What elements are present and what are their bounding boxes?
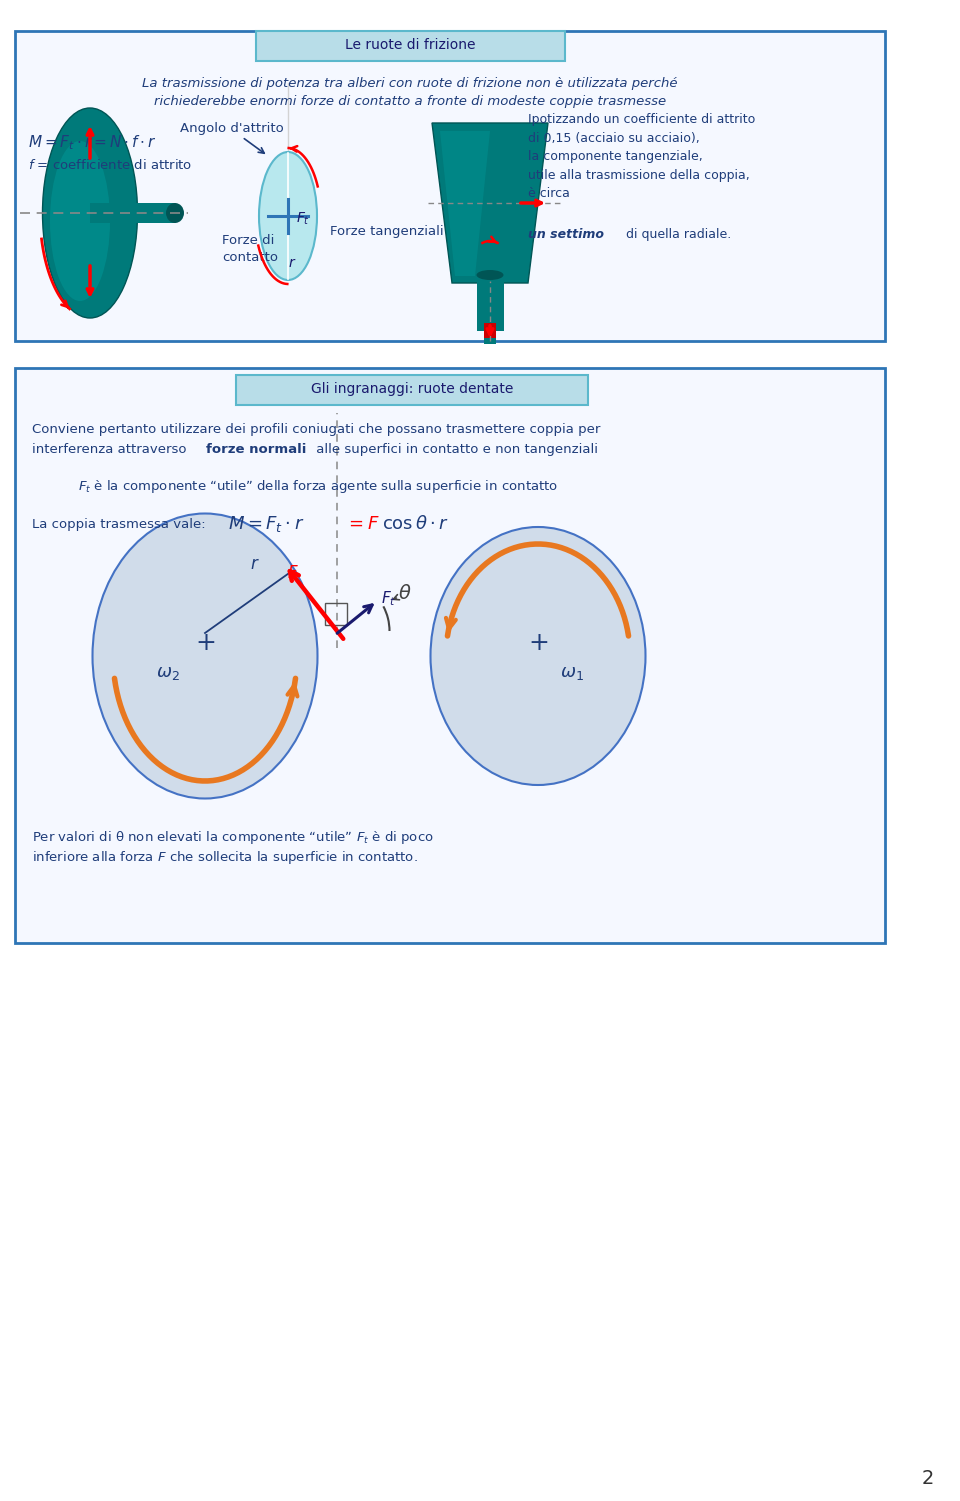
Bar [484,323,496,338]
Bar [325,603,347,624]
FancyBboxPatch shape [256,32,565,62]
Text: $+$: $+$ [195,630,215,654]
Ellipse shape [430,527,645,785]
Bar [477,276,504,332]
Ellipse shape [92,513,318,799]
Text: $F_t$: $F_t$ [296,210,310,227]
Text: $\omega_2$: $\omega_2$ [156,663,180,681]
Text: La trasmissione di potenza tra alberi con ruote di frizione non è utilizzata per: La trasmissione di potenza tra alberi co… [142,77,678,90]
Polygon shape [432,123,548,284]
Text: Forze di
contatto: Forze di contatto [222,234,278,264]
Text: Forze tangenziali: Forze tangenziali [330,225,444,237]
Text: Per valori di θ non elevati la componente “utile” $F_t$ è di poco: Per valori di θ non elevati la component… [32,829,434,845]
Ellipse shape [50,141,110,302]
Ellipse shape [476,270,503,281]
Text: inferiore alla forza $F$ che sollecita la superficie in contatto.: inferiore alla forza $F$ che sollecita l… [32,848,418,866]
FancyBboxPatch shape [15,32,885,341]
Text: Le ruote di frizione: Le ruote di frizione [345,38,475,53]
Ellipse shape [259,152,317,281]
Text: $F$: $F$ [287,564,299,582]
Ellipse shape [42,108,137,318]
Text: $\theta$: $\theta$ [398,584,412,602]
Text: forze normali: forze normali [206,443,306,455]
Text: richiederebbe enormi forze di contatto a fronte di modeste coppie trasmesse: richiederebbe enormi forze di contatto a… [154,95,666,108]
Text: $f$ = coefficiente di attrito: $f$ = coefficiente di attrito [28,158,192,173]
Text: interferenza attraverso: interferenza attraverso [32,443,191,455]
Text: $\omega_1$: $\omega_1$ [560,663,584,681]
Text: Ipotizzando un coefficiente di attrito
di 0,15 (acciaio su acciaio),
la componen: Ipotizzando un coefficiente di attrito d… [528,113,756,200]
Text: Conviene pertanto utilizzare dei profili coniugati che possano trasmettere coppi: Conviene pertanto utilizzare dei profili… [32,422,600,435]
Text: un settimo: un settimo [528,228,604,240]
Text: La coppia trasmessa vale:: La coppia trasmessa vale: [32,518,205,530]
Bar [90,203,175,224]
Ellipse shape [166,203,184,224]
FancyBboxPatch shape [236,375,588,405]
Text: $\cos\theta \cdot r$: $\cos\theta \cdot r$ [382,515,449,533]
FancyBboxPatch shape [15,368,885,943]
Text: di quella radiale.: di quella radiale. [622,228,732,240]
Text: $F_t$: $F_t$ [381,590,396,608]
Text: $F_t$ è la componente “utile” della forza agente sulla superficie in contatto: $F_t$ è la componente “utile” della forz… [78,477,558,494]
Text: Angolo d'attrito: Angolo d'attrito [180,122,284,135]
Text: $M = F_t \cdot r$: $M = F_t \cdot r$ [228,513,304,534]
Text: $= F$: $= F$ [345,515,379,533]
Polygon shape [440,131,490,276]
Text: 2: 2 [922,1469,934,1489]
Text: Gli ingranaggi: ruote dentate: Gli ingranaggi: ruote dentate [311,381,514,396]
Text: $r$: $r$ [288,257,297,270]
Text: $M = F_t \cdot r = N \cdot f \cdot r$: $M = F_t \cdot r = N \cdot f \cdot r$ [28,134,156,152]
Bar [484,338,496,344]
Text: alle superfici in contatto e non tangenziali: alle superfici in contatto e non tangenz… [312,443,598,455]
Text: $+$: $+$ [528,630,548,654]
Text: $r$: $r$ [251,555,260,573]
